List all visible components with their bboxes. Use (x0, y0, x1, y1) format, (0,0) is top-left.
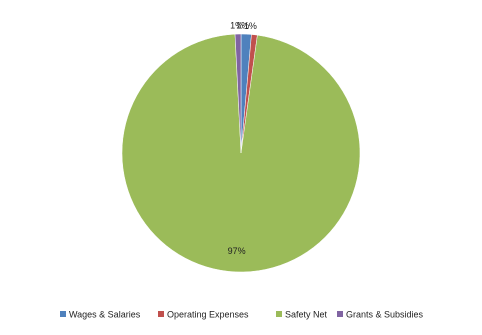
data-label: 1% (244, 21, 257, 31)
pie-slice (121, 33, 361, 273)
legend-swatch (158, 311, 164, 317)
data-label: 1% (230, 20, 243, 30)
legend-swatch (337, 311, 343, 317)
legend-label: Grants & Subsidies (346, 309, 424, 319)
legend-swatch (60, 311, 66, 317)
legend-label: Safety Net (285, 309, 328, 319)
data-label: 97% (228, 246, 246, 256)
pie-slice (234, 33, 242, 154)
legend-label: Wages & Salaries (69, 309, 141, 319)
legend-swatch (276, 311, 282, 317)
data-label: 1% (236, 20, 249, 30)
legend-label: Operating Expenses (167, 309, 249, 319)
